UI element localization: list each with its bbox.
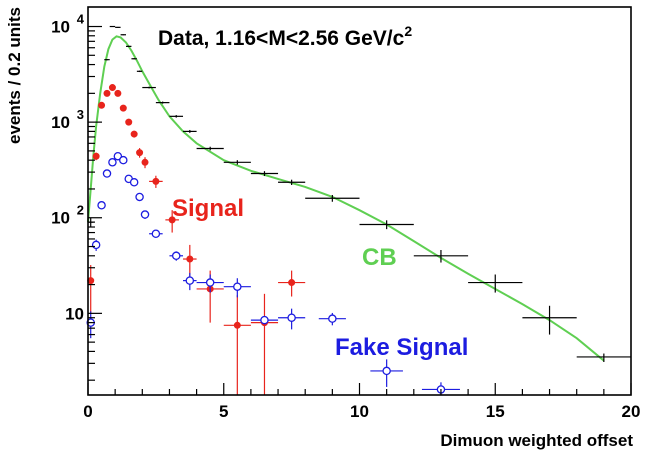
signal-point [278, 270, 306, 297]
data-point [413, 249, 469, 263]
y-tick-label: 10 [51, 209, 70, 228]
signal-point [223, 295, 251, 395]
fake-point [250, 315, 279, 325]
signal-point [108, 84, 116, 92]
signal-point [92, 152, 100, 161]
fake-point [318, 312, 346, 326]
fake-point [140, 210, 150, 220]
chart-title-main: Data, 1.16<M<2.56 GeV/c [158, 27, 405, 50]
data-point [169, 115, 184, 118]
chart-title: Data, 1.16<M<2.56 GeV/c2 [158, 23, 412, 50]
chart-title-superscript: 2 [404, 23, 412, 39]
fake-point [149, 229, 163, 239]
fake-point [119, 155, 128, 165]
fake-point [223, 278, 251, 298]
data-point [115, 26, 121, 28]
fake-point [129, 178, 139, 187]
cb-fit-curve [87, 35, 605, 362]
data-point [196, 146, 224, 151]
fake-point [169, 251, 184, 261]
data-point [131, 58, 137, 60]
annotation-cb: CB [362, 244, 397, 271]
y-tick-exponent: 4 [77, 12, 85, 27]
y-tick-exponent: 2 [77, 203, 84, 218]
fake-point [278, 308, 306, 330]
data-point [522, 305, 577, 335]
signal-point [149, 175, 163, 188]
data-point [104, 59, 110, 61]
signal-point [125, 118, 133, 126]
signal-point [130, 130, 138, 138]
data-point [359, 220, 414, 230]
data-point [576, 353, 631, 362]
x-tick-label: 10 [350, 402, 369, 421]
signal-point [103, 89, 111, 97]
fake-point [97, 201, 106, 210]
y-tick-exponent: 3 [77, 107, 84, 122]
fake-point [196, 274, 224, 293]
axis-ticks: 0 5 10 15 20 10 4 10 3 10 2 10 [51, 12, 640, 421]
signal-point [141, 157, 149, 169]
data-point [305, 194, 360, 202]
data-point [223, 160, 251, 165]
y-tick-label: 10 [51, 113, 70, 132]
plot-marks [86, 25, 631, 395]
data-point [142, 86, 156, 89]
data-point [183, 129, 197, 133]
fake-point [135, 192, 144, 202]
signal-point [114, 89, 122, 97]
fake-point [102, 169, 112, 178]
signal-point [119, 104, 127, 112]
signal-point [136, 148, 144, 158]
data-point [109, 25, 116, 28]
y-tick-label: 10 [65, 304, 84, 323]
data-point [126, 45, 132, 47]
x-tick-label: 20 [622, 402, 641, 421]
data-point [155, 101, 170, 104]
y-tick-label: 10 [51, 18, 70, 37]
fake-point [86, 311, 95, 339]
signal-point [165, 210, 179, 233]
data-point [136, 70, 143, 73]
data-point [468, 274, 523, 293]
fake-point [108, 158, 117, 167]
signal-point [98, 101, 106, 109]
annotation-signal: Signal [172, 195, 244, 222]
x-tick-label: 5 [219, 402, 228, 421]
annotation-fake-signal: Fake Signal [335, 334, 468, 361]
y-axis-label: events / 0.2 units [5, 7, 24, 144]
data-point [250, 171, 279, 177]
fake-point [183, 272, 197, 291]
x-axis-label: Dimuon weighted offset [440, 431, 633, 450]
x-tick-label: 15 [486, 402, 505, 421]
x-tick-label: 0 [83, 402, 92, 421]
fake-point [370, 359, 403, 387]
data-point [278, 179, 306, 186]
data-point [120, 34, 127, 36]
